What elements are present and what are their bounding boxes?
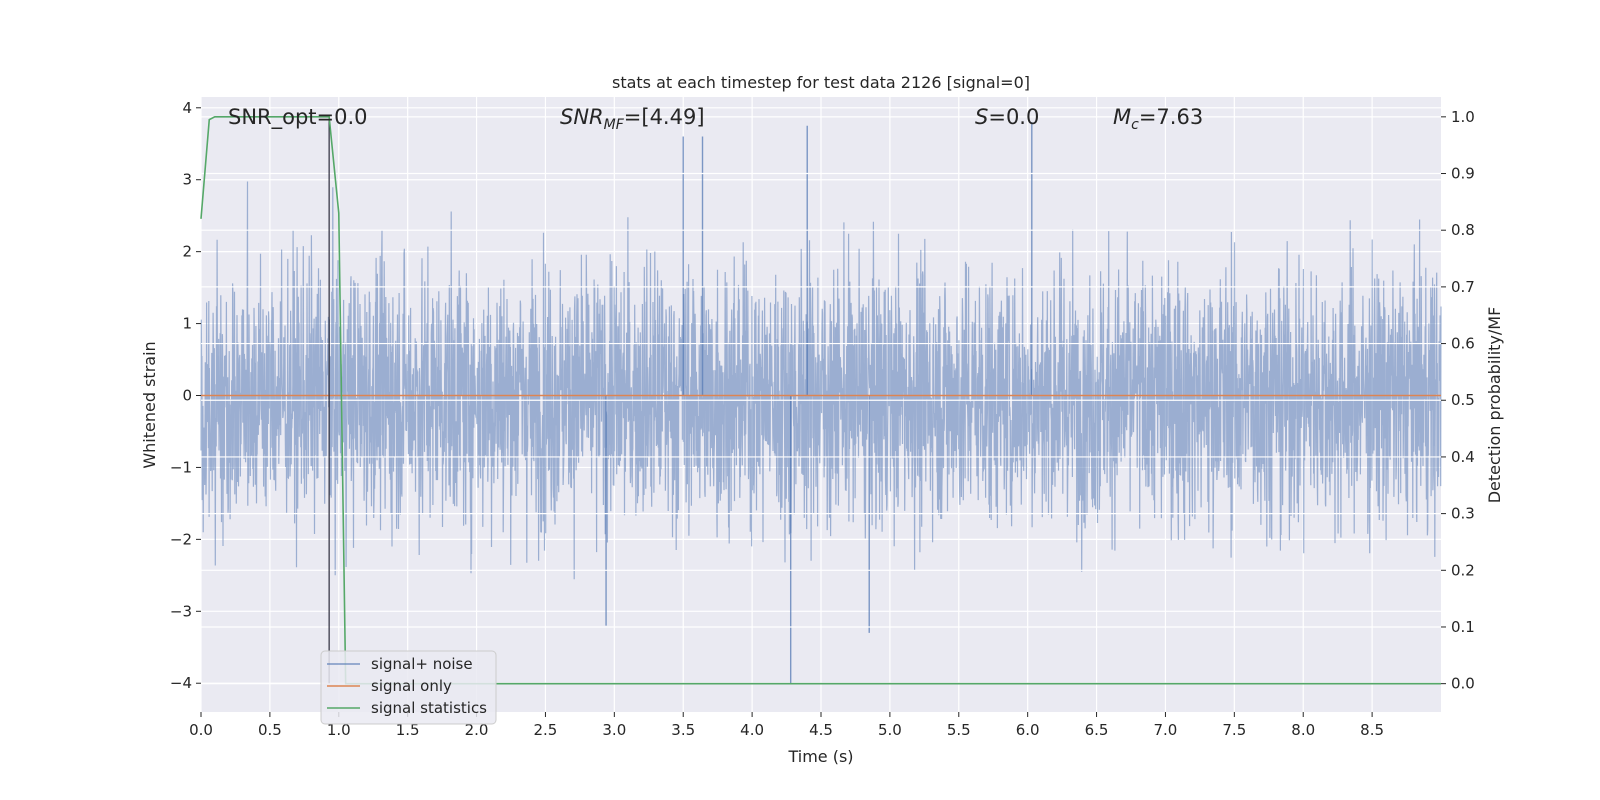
y-left-tick-label: −3 xyxy=(170,602,192,620)
annotation-mc: Mc=7.63 xyxy=(1113,105,1203,133)
annotation-mc-main: M xyxy=(1113,105,1131,129)
x-tick-label: 6.5 xyxy=(1085,721,1109,739)
x-tick-label: 4.0 xyxy=(740,721,764,739)
annotation-s-label: S xyxy=(975,105,988,129)
y-right-tick-label: 0.8 xyxy=(1451,221,1475,239)
x-axis-label: Time (s) xyxy=(787,747,853,766)
y-right-tick-label: 0.4 xyxy=(1451,448,1475,466)
annotation-s: S=0.0 xyxy=(975,105,1039,129)
x-tick-label: 5.0 xyxy=(878,721,902,739)
x-tick-label: 1.0 xyxy=(327,721,351,739)
x-tick-label: 7.0 xyxy=(1154,721,1178,739)
y-left-axis-label: Whitened strain xyxy=(140,341,159,468)
annotation-snr-mf-main: SNR xyxy=(560,105,604,129)
x-tick-label: 5.5 xyxy=(947,721,971,739)
y-left-tick-label: 4 xyxy=(182,99,192,117)
y-left-axis-ticks: 4 3 2 1 0 −1 −2 −3 −4 xyxy=(170,99,201,692)
x-tick-label: 1.5 xyxy=(396,721,420,739)
series-signal-statistics xyxy=(200,116,1441,685)
annotation-mc-sub: c xyxy=(1131,117,1139,133)
y-right-tick-label: 0.1 xyxy=(1451,618,1475,636)
y-right-tick-label: 0.0 xyxy=(1451,675,1475,693)
y-left-tick-label: 3 xyxy=(182,171,192,189)
y-right-tick-label: 0.7 xyxy=(1451,278,1475,296)
legend-box xyxy=(320,650,497,725)
series-signal-noise-line xyxy=(200,181,1442,580)
annotation-mc-value: =7.63 xyxy=(1139,105,1203,129)
x-tick-label: 6.0 xyxy=(1016,721,1040,739)
x-tick-label: 2.0 xyxy=(465,721,489,739)
y-right-tick-label: 0.3 xyxy=(1451,505,1475,523)
y-left-tick-label: −4 xyxy=(170,674,192,692)
annotation-snr-mf-sub: MF xyxy=(604,117,625,133)
series-signal-noise xyxy=(200,122,1442,684)
y-right-tick-label: 0.2 xyxy=(1451,561,1475,579)
x-tick-label: 4.5 xyxy=(809,721,833,739)
annotation-snr-opt: SNR_opt=0.0 xyxy=(228,105,368,130)
y-right-tick-label: 0.6 xyxy=(1451,335,1475,353)
y-right-axis-ticks: 1.0 0.9 0.8 0.7 0.6 0.5 0.4 0.3 0.2 0.1 0.0 xyxy=(1441,108,1475,693)
x-tick-label: 0.5 xyxy=(258,721,282,739)
legend: signal+ noise signal only signal statist… xyxy=(320,650,497,725)
y-left-tick-label: 2 xyxy=(182,243,192,261)
legend-label-signal-statistics: signal statistics xyxy=(371,699,487,717)
y-left-tick-label: 1 xyxy=(182,315,192,333)
x-tick-label: 3.0 xyxy=(602,721,626,739)
series-signal-statistics-line xyxy=(200,116,1441,685)
y-left-tick-label: 0 xyxy=(182,387,192,405)
annotation-s-value: =0.0 xyxy=(988,105,1039,129)
legend-label-signal-only: signal only xyxy=(371,677,452,695)
chart-title: stats at each timestep for test data 212… xyxy=(612,73,1030,92)
annotation-snr-mf-value: =[4.49] xyxy=(624,105,705,129)
y-right-tick-label: 1.0 xyxy=(1451,108,1475,126)
x-axis-ticks: 0.0 0.5 1.0 1.5 2.0 2.5 3.0 3.5 4.0 4.5 5.0 5.5 6.0 6… xyxy=(189,712,1384,739)
x-tick-label: 7.5 xyxy=(1222,721,1246,739)
y-left-tick-label: −2 xyxy=(170,530,192,548)
y-right-tick-label: 0.9 xyxy=(1451,165,1475,183)
y-left-tick-label: −1 xyxy=(170,458,192,476)
x-tick-label: 8.0 xyxy=(1291,721,1315,739)
legend-label-signal-noise: signal+ noise xyxy=(371,655,473,673)
x-tick-label: 8.5 xyxy=(1360,721,1384,739)
annotation-snr-mf: SNRMF=[4.49] xyxy=(560,105,705,133)
y-right-axis-label: Detection probability/MF xyxy=(1485,307,1504,504)
x-tick-label: 0.0 xyxy=(189,721,213,739)
x-tick-label: 2.5 xyxy=(534,721,558,739)
x-tick-label: 3.5 xyxy=(671,721,695,739)
y-right-tick-label: 0.5 xyxy=(1451,391,1475,409)
